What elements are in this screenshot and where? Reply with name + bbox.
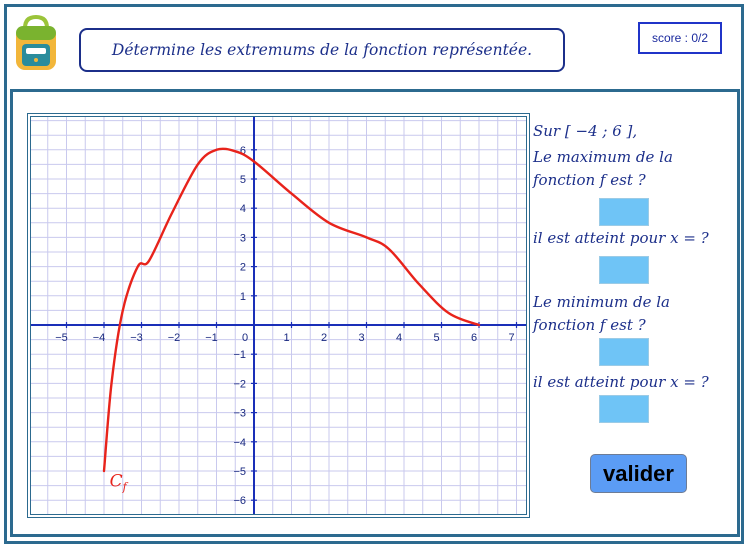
min-x-question: il est atteint pour x = ? — [533, 373, 709, 391]
y-tick-label: 2 — [240, 262, 246, 274]
backpack-icon — [16, 14, 56, 70]
y-tick-label: 4 — [240, 203, 246, 215]
y-tick-label: 6 — [240, 145, 246, 157]
max-x-question: il est atteint pour x = ? — [533, 229, 709, 247]
graph-grid — [31, 117, 526, 514]
function-graph: −5 −4 −3 −2 −1 0 1 2 3 4 5 6 7 6 5 4 3 2 1 −1 −2 −3 −4 −5 −6 Cf — [27, 113, 530, 518]
x-tick-label: −1 — [205, 332, 218, 344]
instruction-title: Détermine les extremums de la fonction r… — [79, 28, 565, 72]
inner-frame — [10, 89, 740, 537]
y-tick-label: −4 — [233, 437, 246, 449]
y-tick-label: −6 — [233, 495, 246, 507]
y-tick-label: −2 — [233, 378, 246, 390]
max-question-line2: fonction f est ? — [533, 171, 646, 189]
y-tick-label: 3 — [240, 232, 246, 244]
max-question-line1: Le maximum de la — [533, 148, 673, 166]
function-curve — [102, 147, 481, 473]
curve-label: Cf — [110, 472, 129, 494]
y-tick-label: 1 — [240, 291, 246, 303]
x-tick-label: −4 — [93, 332, 106, 344]
x-tick-label: 6 — [471, 332, 477, 344]
max-value-input[interactable] — [599, 198, 649, 226]
graph-canvas: −5 −4 −3 −2 −1 0 1 2 3 4 5 6 7 6 5 4 3 2 1 −1 −2 −3 −4 −5 −6 Cf — [31, 117, 526, 514]
x-tick-label: 0 — [242, 332, 248, 344]
x-tick-label: −5 — [55, 332, 68, 344]
outer-frame — [4, 4, 744, 544]
x-tick-label: 4 — [396, 332, 402, 344]
x-tick-label: −2 — [168, 332, 181, 344]
y-tick-label: 5 — [240, 174, 246, 186]
x-tick-label: 7 — [508, 332, 514, 344]
validate-button[interactable]: valider — [590, 454, 687, 493]
max-x-input[interactable] — [599, 256, 649, 284]
y-tick-label: −5 — [233, 466, 246, 478]
graph-tick-labels: −5 −4 −3 −2 −1 0 1 2 3 4 5 6 7 6 5 4 3 2 1 −1 −2 −3 −4 −5 −6 — [55, 145, 518, 507]
interval-text: Sur [ −4 ; 6 ], — [533, 122, 638, 140]
x-tick-label: 2 — [321, 332, 327, 344]
x-tick-label: 3 — [358, 332, 364, 344]
y-tick-label: −1 — [233, 349, 246, 361]
score-display: score : 0/2 — [638, 22, 722, 54]
x-tick-label: 5 — [433, 332, 439, 344]
x-tick-label: −3 — [130, 332, 143, 344]
min-x-input[interactable] — [599, 395, 649, 423]
min-question-line2: fonction f est ? — [533, 316, 646, 334]
x-tick-label: 1 — [283, 332, 289, 344]
graph-axes — [31, 117, 526, 514]
y-tick-label: −3 — [233, 408, 246, 420]
min-question-line1: Le minimum de la — [533, 293, 670, 311]
min-value-input[interactable] — [599, 338, 649, 366]
